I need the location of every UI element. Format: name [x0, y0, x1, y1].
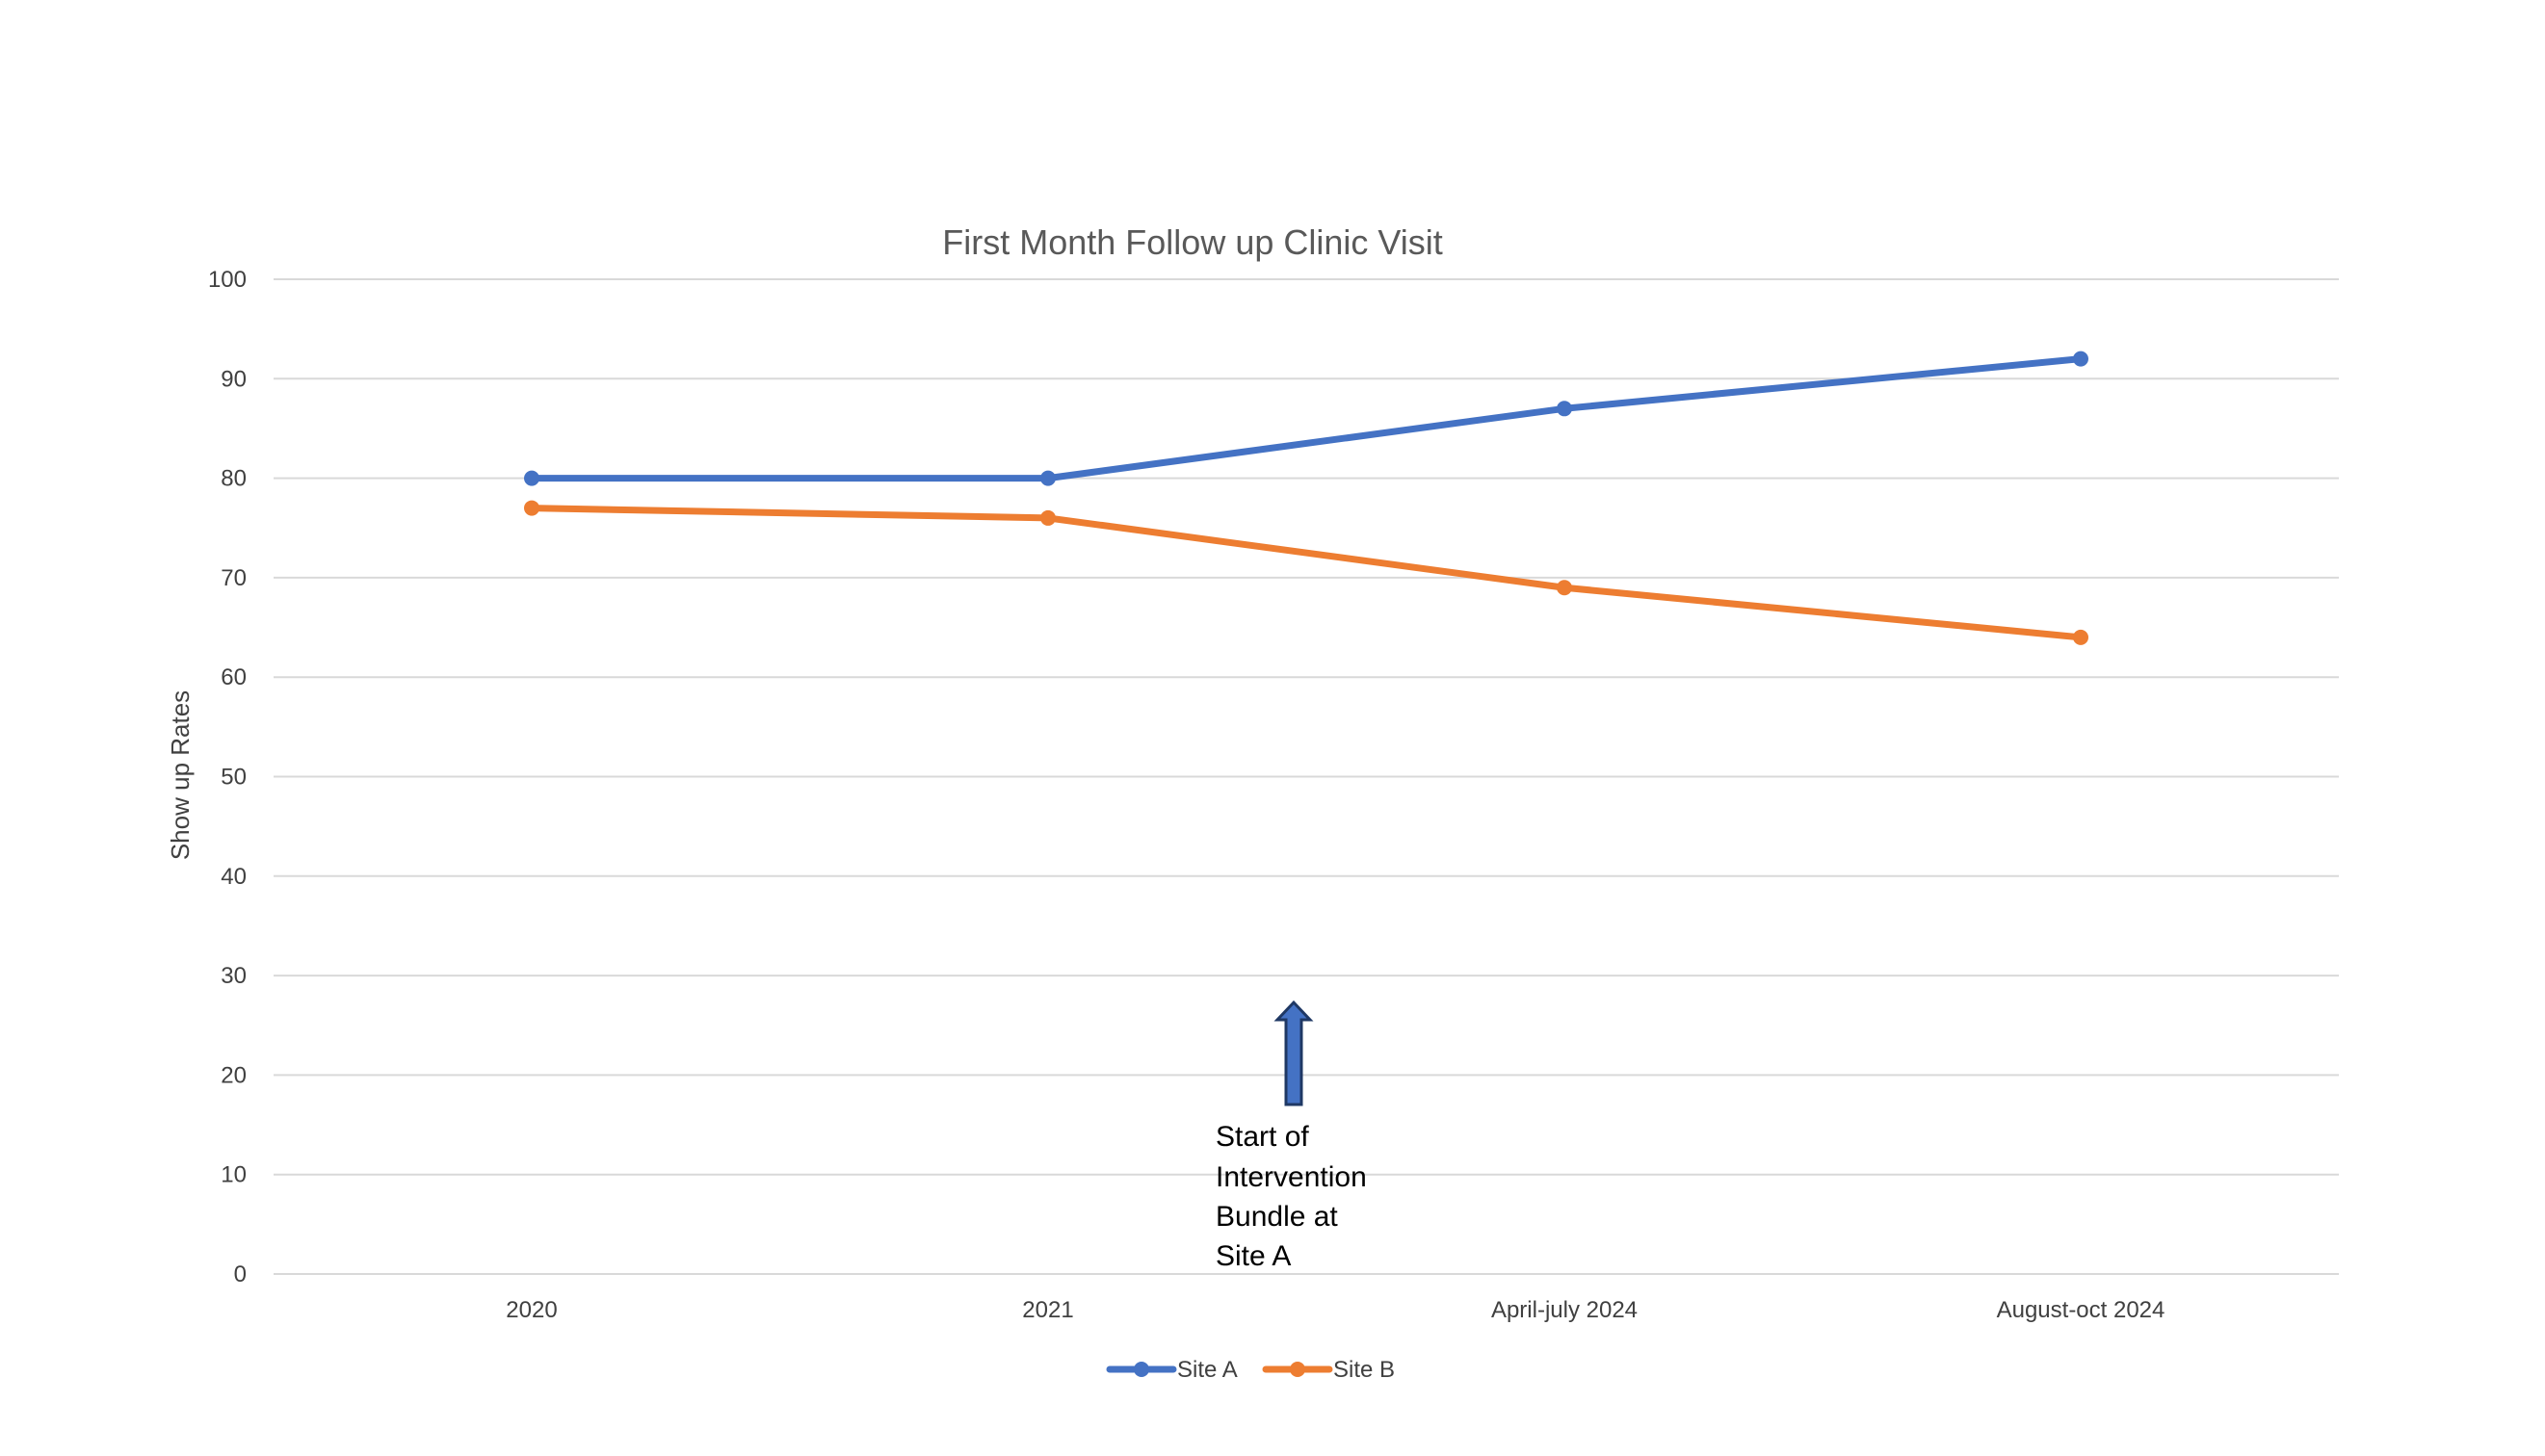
up-arrow-icon [1273, 1000, 1314, 1106]
data-point [1557, 580, 1572, 596]
data-point [524, 470, 539, 486]
series-line [528, 505, 2085, 641]
y-tick-label: 100 [208, 267, 247, 293]
y-tick-label: 60 [221, 664, 247, 690]
annotation-line-1: Start of [1216, 1121, 1309, 1153]
intervention-annotation: Start of Intervention Bundle at Site A [1216, 1000, 1367, 1272]
x-tick-label: April-july 2024 [1491, 1297, 1638, 1323]
series-2 [524, 500, 2088, 645]
series-1 [524, 351, 2088, 486]
legend-marker [1134, 1362, 1149, 1377]
y-axis-label: Show up Rates [166, 690, 195, 860]
data-point [1557, 401, 1572, 417]
x-tick-label: 2020 [506, 1297, 557, 1323]
y-tick-label: 70 [221, 565, 247, 591]
y-tick-label: 20 [221, 1062, 247, 1088]
legend-label: Site B [1333, 1357, 1395, 1383]
y-tick-label: 90 [221, 366, 247, 392]
y-tick-label: 0 [234, 1261, 247, 1287]
series-line [528, 355, 2085, 482]
y-tick-label: 80 [221, 466, 247, 492]
data-point [2073, 351, 2088, 367]
annotation-line-3: Bundle at [1216, 1201, 1338, 1233]
y-tick-label: 40 [221, 864, 247, 890]
legend: Site A Site B [1106, 1357, 1395, 1383]
annotation-line-4: Site A [1216, 1240, 1291, 1272]
y-axis-ticks: 0 10 20 30 40 50 60 70 80 90 100 [208, 267, 247, 1287]
y-tick-label: 30 [221, 963, 247, 989]
data-point [2073, 629, 2088, 645]
data-point [1040, 470, 1056, 486]
annotation-line-2: Intervention [1216, 1161, 1367, 1193]
x-tick-label: August-oct 2024 [1997, 1297, 2165, 1323]
gridlines [274, 278, 2339, 1275]
x-axis-ticks: 2020 2021 April-july 2024 August-oct 2024 [506, 1297, 2165, 1323]
data-point [1040, 509, 1056, 526]
legend-label: Site A [1177, 1357, 1238, 1383]
y-tick-label: 50 [221, 765, 247, 791]
chart-title: First Month Follow up Clinic Visit [942, 222, 1443, 262]
x-tick-label: 2021 [1022, 1297, 1073, 1323]
data-point [524, 500, 539, 516]
y-tick-label: 10 [221, 1162, 247, 1188]
series-group [524, 351, 2088, 645]
legend-marker [1290, 1362, 1305, 1377]
